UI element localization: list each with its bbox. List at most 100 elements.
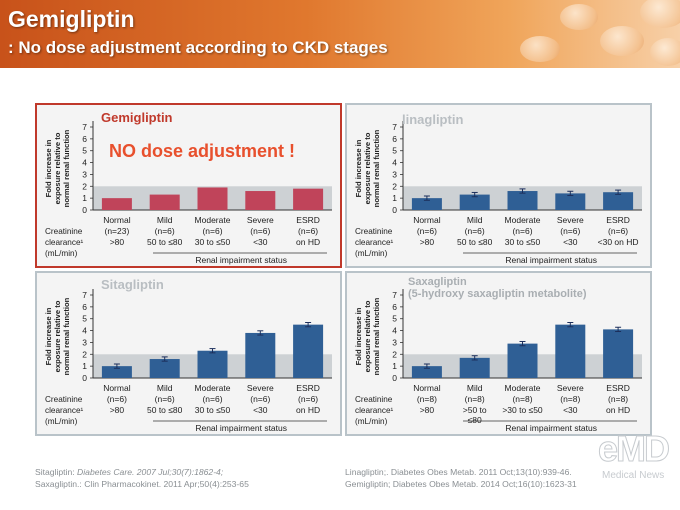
y-tick-label: 7 — [82, 122, 87, 132]
n-label: (n=6) — [250, 226, 270, 236]
clearance-label: on HD — [296, 405, 320, 415]
bar — [101, 366, 132, 378]
x-tick-label: Normal — [103, 215, 131, 225]
clearance-label: >30 to ≤50 — [502, 405, 543, 415]
clearance-axis-label: clearance¹ — [355, 238, 394, 247]
n-label: (n=8) — [512, 394, 532, 404]
clearance-label: 50 to ≤80 — [147, 405, 183, 415]
y-tick-label: 6 — [392, 134, 397, 144]
y-tick-label: 4 — [392, 326, 397, 336]
clearance-label: 30 to ≤50 — [505, 237, 541, 247]
bar — [411, 198, 442, 210]
bar — [245, 332, 276, 378]
clearance-label: >80 — [420, 405, 435, 415]
x-axis-label: Renal impairment status — [195, 423, 287, 433]
y-tick-label: 3 — [392, 169, 397, 179]
reference-line: Sitagliptin: Diabetes Care. 2007 Jul;30(… — [35, 467, 224, 477]
drug-subname: (5-hydroxy saxagliptin metabolite) — [408, 288, 587, 300]
x-tick-label: ESRD — [606, 383, 630, 393]
y-axis-label: normal renal function — [62, 129, 71, 207]
bar — [603, 329, 634, 378]
n-label: (n=8) — [608, 394, 628, 404]
clearance-axis-label: Creatinine — [45, 227, 83, 236]
n-label: (n=8) — [465, 394, 485, 404]
y-axis-label: Fold increase in — [354, 307, 363, 365]
clearance-label: <30 — [253, 405, 268, 415]
n-label: (n=6) — [298, 394, 318, 404]
clearance-label: 30 to ≤50 — [195, 405, 231, 415]
y-tick-label: 6 — [82, 134, 87, 144]
clearance-axis-label: Creatinine — [45, 395, 83, 404]
y-tick-label: 1 — [392, 193, 397, 203]
clearance-axis-label: Creatinine — [355, 227, 393, 236]
pill-decoration — [560, 4, 598, 30]
y-axis-label: Fold increase in — [44, 307, 53, 365]
bar — [603, 192, 634, 210]
y-tick-label: 3 — [82, 337, 87, 347]
bar — [197, 350, 228, 378]
y-tick-label: 7 — [82, 290, 87, 300]
clearance-label: 50 to ≤80 — [147, 237, 183, 247]
bar — [149, 359, 180, 378]
bar — [411, 366, 442, 378]
x-tick-label: ESRD — [296, 383, 320, 393]
watermark-logo: eMD — [597, 428, 670, 470]
clearance-label: <30 — [253, 237, 268, 247]
n-label: (n=6) — [560, 226, 580, 236]
sitagliptin-panel: 0 1 2 3 4 5 6 7 Fold increase in exposure relativ… — [35, 271, 342, 436]
y-tick-label: 0 — [82, 373, 87, 383]
bar — [555, 324, 586, 378]
y-tick-label: 3 — [392, 337, 397, 347]
y-tick-label: 0 — [392, 205, 397, 215]
n-label: (n=6) — [155, 226, 175, 236]
bar — [555, 193, 586, 210]
clearance-label: on HD — [606, 405, 630, 415]
clearance-axis-label: Creatinine — [355, 395, 393, 404]
x-axis-label: Renal impairment status — [195, 255, 287, 265]
x-tick-label: Moderate — [195, 383, 231, 393]
clearance-label: ≤80 — [468, 415, 482, 425]
x-tick-label: Mild — [157, 383, 173, 393]
x-tick-label: Normal — [413, 215, 441, 225]
x-tick-label: Moderate — [505, 215, 541, 225]
reference-line: Gemigliptin; Diabetes Obes Metab. 2014 O… — [345, 479, 577, 489]
bar — [293, 188, 324, 210]
n-label: (n=6) — [512, 226, 532, 236]
y-tick-label: 6 — [392, 302, 397, 312]
x-tick-label: Normal — [413, 383, 441, 393]
slide-title: Gemigliptin — [8, 6, 135, 32]
clearance-label: >50 to — [463, 405, 487, 415]
y-tick-label: 4 — [392, 158, 397, 168]
drug-name: Gemigliptin — [101, 110, 173, 125]
sitagliptin-chart: 0 1 2 34 5 6 7 Fold increase in exposure relativ… — [44, 289, 332, 433]
y-axis-label: exposure relative to — [363, 132, 372, 204]
y-tick-label: 2 — [392, 181, 397, 191]
y-axis-label: normal renal function — [372, 297, 381, 375]
x-tick-label: Normal — [103, 383, 131, 393]
drug-name: Sitagliptin — [101, 277, 164, 292]
clearance-axis-label: clearance¹ — [45, 238, 84, 247]
x-tick-label: Mild — [157, 215, 173, 225]
clearance-label: >80 — [110, 237, 125, 247]
clearance-axis-label: clearance¹ — [355, 406, 394, 415]
x-axis-label: Renal impairment status — [505, 255, 597, 265]
clearance-label: on HD — [296, 237, 320, 247]
x-axis-label: Renal impairment status — [505, 423, 597, 433]
x-tick-label: Severe — [247, 215, 274, 225]
x-tick-label: Moderate — [505, 383, 541, 393]
watermark-subtext: Medical News — [602, 470, 665, 481]
drug-name: Saxagliptin — [408, 276, 467, 288]
n-label: (n=6) — [298, 226, 318, 236]
linagliptin-chart: 0 1 2 34 5 6 7 Fold increase in exposure relativ… — [354, 121, 642, 265]
y-axis-label: normal renal function — [372, 129, 381, 207]
saxagliptin-panel: 0 1 2 3 4 5 6 7 Fold increase in exposure relativ… — [345, 271, 652, 436]
y-axis-label: exposure relative to — [363, 300, 372, 372]
n-label: (n=6) — [250, 394, 270, 404]
linagliptin-panel: 0 1 2 3 4 5 6 7 Fold increase in exposure relativ… — [345, 103, 652, 268]
n-label: (n=6) — [417, 226, 437, 236]
clearance-axis-label: (mL/min) — [45, 417, 78, 426]
n-label: (n=8) — [560, 394, 580, 404]
y-tick-label: 4 — [82, 326, 87, 336]
gemigliptin-panel: 0 1 2 3 4 5 6 7 Fold increase in exposure relativ… — [35, 103, 342, 268]
clearance-label: 30 to ≤50 — [195, 237, 231, 247]
